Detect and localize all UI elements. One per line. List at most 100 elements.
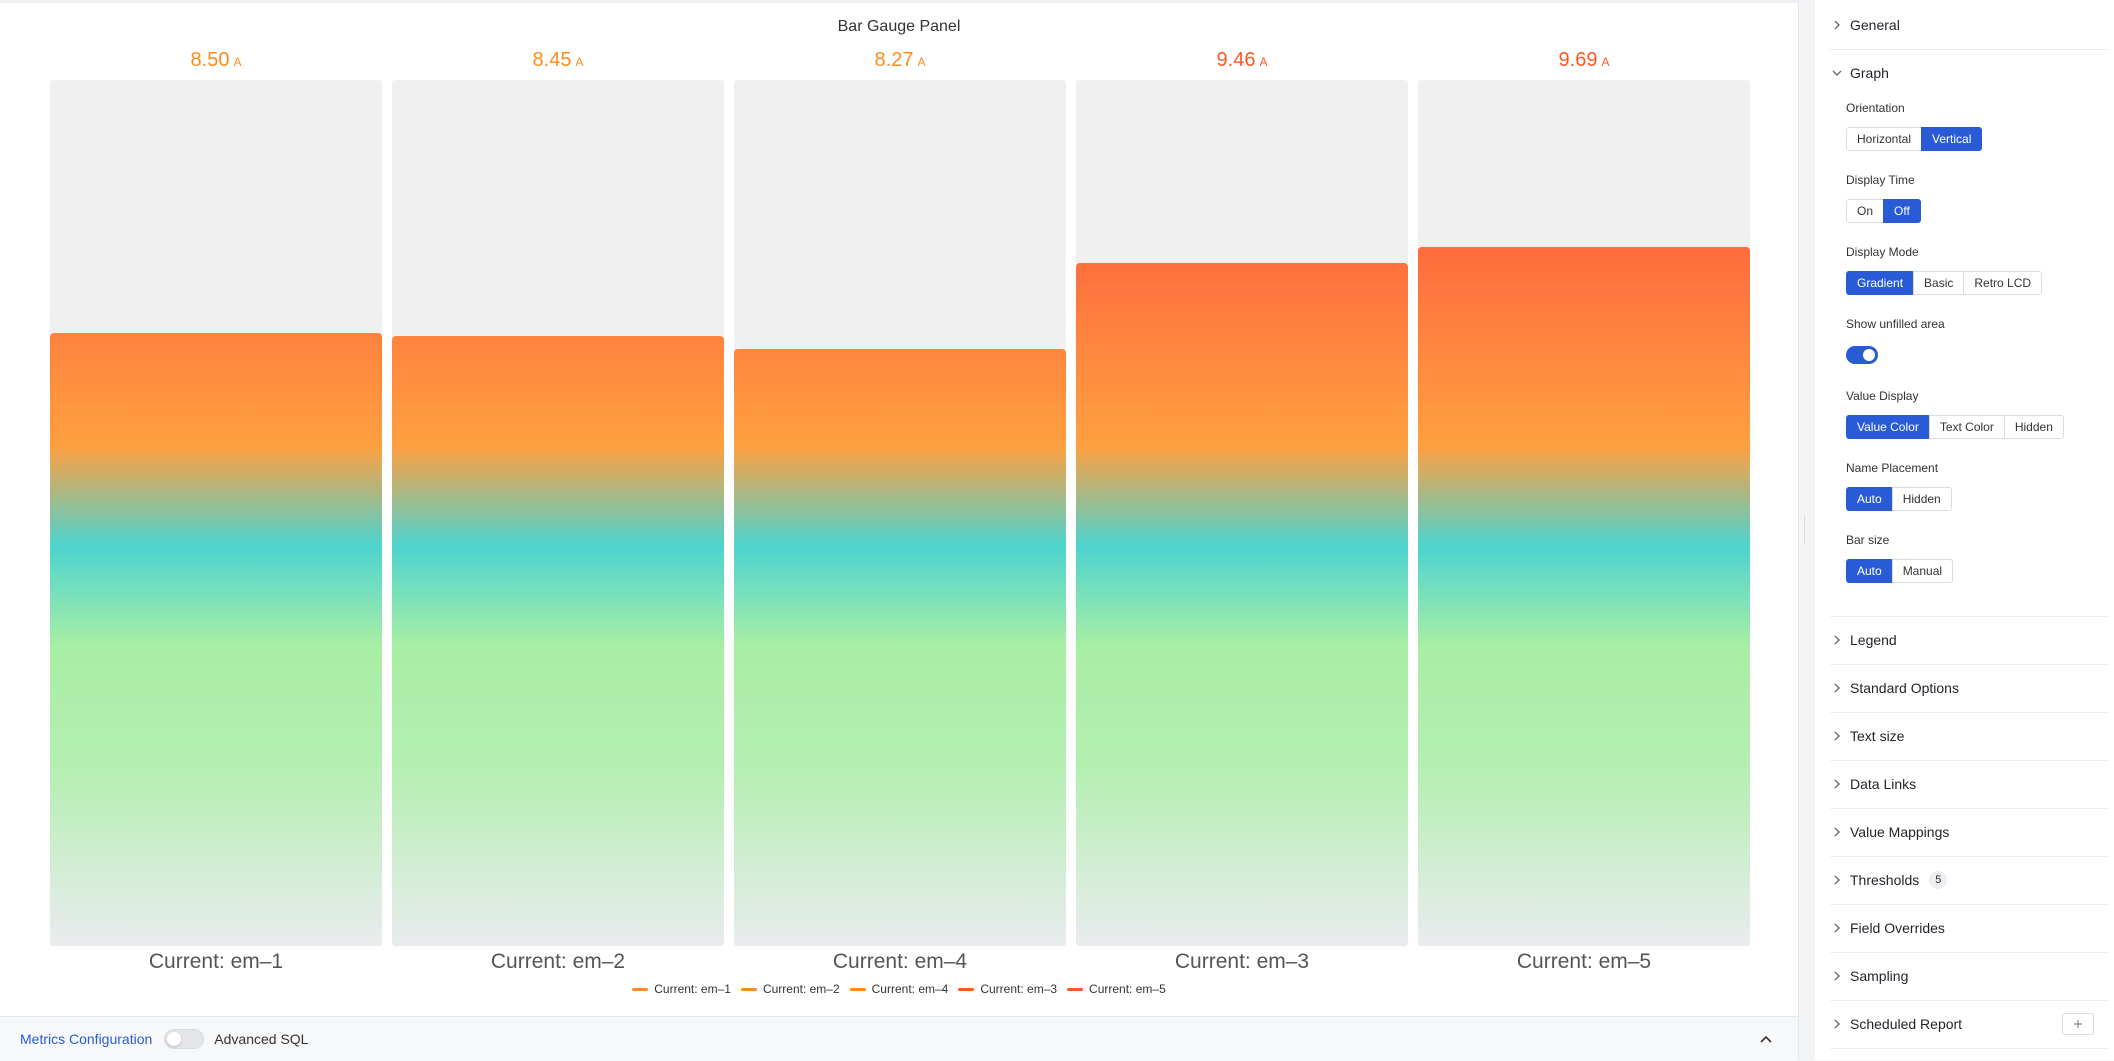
divider: [1830, 616, 2108, 617]
legend-item[interactable]: Current: em–2: [740, 982, 840, 996]
bar-value-number: 8.45: [532, 49, 572, 71]
metrics-configuration-tab[interactable]: Metrics Configuration: [20, 1031, 153, 1047]
section-text-size-label: Text size: [1850, 728, 1905, 744]
add-scheduled-report-button[interactable]: [2062, 1013, 2094, 1035]
section-data-links[interactable]: Data Links: [1830, 774, 2092, 794]
display-time-label: Display Time: [1846, 173, 1915, 187]
legend-item[interactable]: Current: em–3: [958, 982, 1057, 996]
legend-swatch: [632, 987, 649, 991]
value-display-text-color-button[interactable]: Text Color: [1928, 415, 2005, 439]
bar-value-label: 8.50 A: [50, 49, 382, 72]
bar-name-label: Current: em–5: [1516, 950, 1652, 973]
section-scheduled-report[interactable]: Scheduled Report: [1830, 1014, 2092, 1034]
bar-size-toggle: Auto Manual: [1846, 559, 1954, 583]
bar-column: 8.45 A Current: em–2: [392, 40, 724, 980]
legend-swatch: [958, 987, 975, 991]
bar-name-label: Current: em–1: [148, 950, 284, 973]
chevron-right-icon: [1834, 923, 1840, 933]
bar-unfilled-area: [734, 80, 1066, 946]
bar-value-unit: A: [233, 55, 242, 69]
chevron-right-icon: [1834, 683, 1840, 693]
bar-gauge-chart: 8.50 A Current: em–1 8.45 A Current: em–2 8.27…: [50, 40, 1750, 980]
bar-value-number: 8.50: [190, 49, 230, 71]
chevron-right-icon: [1834, 827, 1840, 837]
bar-value-unit: A: [1259, 55, 1268, 69]
options-sidebar: General Graph Orientation Horizontal Ver…: [1815, 0, 2114, 1060]
display-time-on-button[interactable]: On: [1846, 199, 1885, 223]
plus-icon: [2074, 1020, 2082, 1028]
section-scheduled-report-label: Scheduled Report: [1850, 1016, 1963, 1032]
legend-item[interactable]: Current: em–4: [849, 982, 949, 996]
section-value-mappings-label: Value Mappings: [1850, 824, 1950, 840]
resize-handle[interactable]: [1804, 515, 1809, 545]
divider: [1830, 808, 2108, 809]
chevron-right-icon: [1834, 779, 1840, 789]
show-unfilled-toggle[interactable]: [1846, 346, 1878, 364]
value-display-value-color-button[interactable]: Value Color: [1846, 415, 1930, 439]
bar-value-label: 8.27 A: [734, 49, 1066, 72]
value-display-toggle: Value Color Text Color Hidden: [1846, 415, 2064, 439]
divider: [1830, 712, 2108, 713]
bar-unfilled-area: [50, 80, 382, 946]
chevron-down-icon: [1832, 70, 1842, 76]
section-legend-label: Legend: [1850, 632, 1897, 648]
orientation-horizontal-button[interactable]: Horizontal: [1846, 127, 1923, 151]
bar-value-number: 9.69: [1558, 49, 1598, 71]
bar-size-manual-button[interactable]: Manual: [1891, 559, 1954, 583]
bar[interactable]: [734, 349, 1066, 946]
section-thresholds[interactable]: Thresholds 5: [1830, 870, 2092, 890]
value-display-hidden-button[interactable]: Hidden: [2003, 415, 2064, 439]
section-sampling[interactable]: Sampling: [1830, 966, 2092, 986]
section-general[interactable]: General: [1830, 15, 2092, 35]
display-mode-retro-lcd-button[interactable]: Retro LCD: [1963, 271, 2043, 295]
section-graph[interactable]: Graph: [1830, 63, 2092, 83]
orientation-vertical-button[interactable]: Vertical: [1921, 127, 1983, 151]
section-standard-options[interactable]: Standard Options: [1830, 678, 2092, 698]
bar-value-label: 9.46 A: [1076, 49, 1408, 72]
bar[interactable]: [1418, 247, 1750, 946]
section-graph-label: Graph: [1850, 65, 1889, 81]
divider: [1830, 952, 2108, 953]
legend-item[interactable]: Current: em–1: [632, 982, 731, 996]
chevron-right-icon: [1834, 731, 1840, 741]
display-mode-basic-button[interactable]: Basic: [1913, 271, 1965, 295]
divider: [1830, 1000, 2108, 1001]
divider: [1830, 1048, 2108, 1049]
display-time-off-button[interactable]: Off: [1883, 199, 1921, 223]
bar-unfilled-area: [1076, 80, 1408, 946]
name-placement-toggle: Auto Hidden: [1846, 487, 1952, 511]
display-mode-toggle: Gradient Basic Retro LCD: [1846, 271, 2043, 295]
bar-size-auto-button[interactable]: Auto: [1846, 559, 1893, 583]
legend-swatch: [1067, 987, 1084, 991]
display-mode-label: Display Mode: [1846, 245, 1919, 259]
section-field-overrides[interactable]: Field Overrides: [1830, 918, 2092, 938]
panel-title: Bar Gauge Panel: [837, 18, 961, 35]
top-divider: [0, 0, 1798, 3]
bar[interactable]: [1076, 263, 1408, 946]
legend-label: Current: em–4: [871, 982, 949, 996]
section-legend[interactable]: Legend: [1830, 630, 2092, 650]
orientation-label: Orientation: [1846, 101, 1905, 115]
chevron-up-icon[interactable]: [1756, 1029, 1776, 1049]
name-placement-hidden-button[interactable]: Hidden: [1891, 487, 1952, 511]
bar[interactable]: [50, 333, 382, 946]
bar-name-label: Current: em–4: [832, 950, 968, 973]
legend-label: Current: em–3: [980, 982, 1058, 996]
section-data-links-label: Data Links: [1850, 776, 1917, 792]
legend-item[interactable]: Current: em–5: [1067, 982, 1166, 996]
divider: [1830, 760, 2108, 761]
bar-value-label: 9.69 A: [1418, 49, 1750, 72]
bar-value-number: 8.27: [874, 49, 914, 71]
section-value-mappings[interactable]: Value Mappings: [1830, 822, 2092, 842]
name-placement-auto-button[interactable]: Auto: [1846, 487, 1893, 511]
advanced-sql-toggle[interactable]: [164, 1029, 205, 1049]
section-sampling-label: Sampling: [1850, 968, 1909, 984]
bar[interactable]: [392, 336, 724, 946]
bar-name-label: Current: em–2: [490, 950, 626, 973]
bar-value-unit: A: [1601, 55, 1610, 69]
legend-label: Current: em–2: [762, 982, 840, 996]
section-text-size[interactable]: Text size: [1830, 726, 2092, 746]
bar-value-unit: A: [575, 55, 584, 69]
display-mode-gradient-button[interactable]: Gradient: [1846, 271, 1915, 295]
section-thresholds-label: Thresholds: [1850, 872, 1920, 888]
